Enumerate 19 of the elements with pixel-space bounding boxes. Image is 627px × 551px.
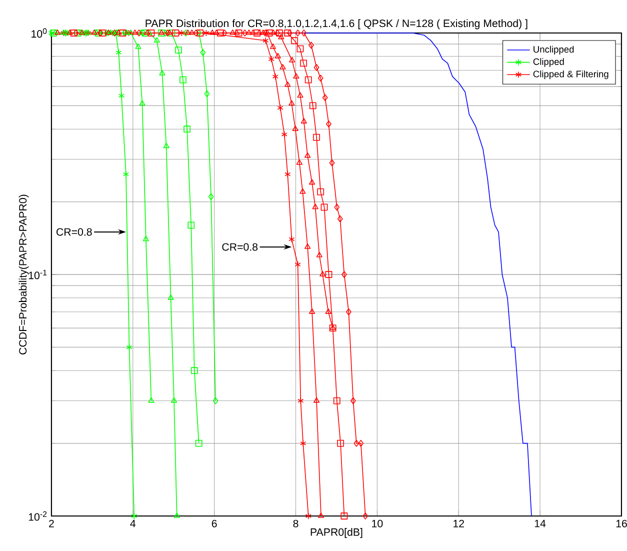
x-tick-label: 8 [293,520,298,528]
annotation: CR=0.8 [56,228,92,236]
legend-label: Clipped [533,58,564,67]
x-tick-label: 4 [130,520,136,528]
x-tick-label: 2 [49,520,54,528]
x-axis-title: PAPR0[dB] [310,528,362,538]
y-tick-label: 10$^{0}$ [32,28,47,38]
x-tick-label: 12 [454,520,464,528]
y-axis-title: CCDF=Probability(PAPR>PAPR0) [18,194,29,354]
legend-label: Unclipped [534,46,574,54]
chart-title: PAPR Distribution for CR=0.8,1.0,1.2,1.4,1.6 [ QPSK / N=128 ( Existing Method) ] [146,19,528,30]
y-tick-label: 10$^{-1}$ [28,270,47,280]
x-tick-label: 6 [212,520,217,528]
legend-label: Clipped & Filtering [533,70,608,80]
x-tick-label: 10 [372,520,383,528]
y-tick-label: 10$^{-2}$ [28,511,47,521]
x-tick-label: 14 [534,520,546,528]
annotation: CR=0.8 [222,243,258,251]
x-tick-label: 16 [616,520,627,528]
